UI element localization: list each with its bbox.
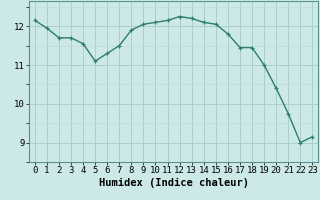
X-axis label: Humidex (Indice chaleur): Humidex (Indice chaleur) [99, 178, 249, 188]
